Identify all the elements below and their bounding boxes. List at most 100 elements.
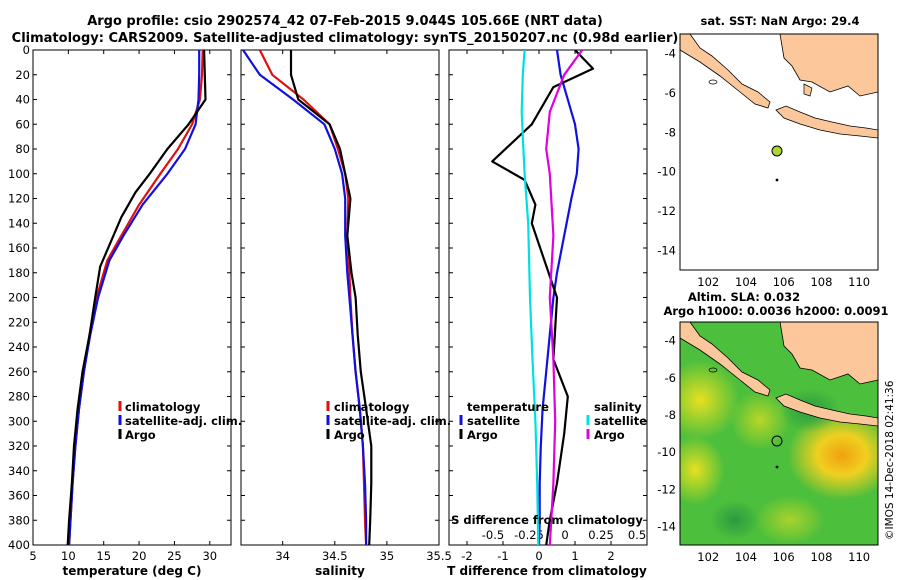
- argo-position-marker: [771, 145, 783, 157]
- y-tick-label: 140: [8, 216, 30, 230]
- legend-satellite-adj: satellite-adj. clim.: [334, 414, 451, 428]
- map-y-tick-label: -8: [665, 125, 676, 139]
- salinity-legend: climatology satellite-adj. clim. Argo: [326, 400, 451, 442]
- imos-credit: ©IMOS 14-Dec-2018 02:41:36: [884, 380, 896, 540]
- legend-argo: Argo: [334, 428, 365, 442]
- x-tick-label: 35.5: [426, 549, 452, 563]
- series-satellite-adj-clim-: [242, 50, 368, 545]
- series-temperature-argo: [491, 50, 595, 545]
- y-tick-label: 160: [8, 241, 30, 255]
- x-tick-label: 1: [571, 549, 578, 563]
- series-salinity-satellite: [520, 50, 540, 545]
- legend-salinity-title: salinity: [594, 400, 642, 414]
- x-tick-label: 34.5: [322, 549, 348, 563]
- x-tick-label: 35: [380, 549, 395, 563]
- series-argo: [66, 50, 207, 545]
- java-land: [775, 393, 878, 427]
- sst-map: [680, 34, 878, 270]
- kalimantan-land: [779, 34, 878, 97]
- series-temperature-satellite: [537, 50, 580, 545]
- x2-tick-label: -0.5: [482, 528, 504, 542]
- map-y-tick-label: -6: [665, 86, 676, 100]
- sla-map: [680, 322, 878, 545]
- map-y-tick-label: -4: [665, 47, 676, 61]
- x2-tick-label: -0.25: [514, 528, 544, 542]
- y-tick-label: 380: [8, 513, 30, 527]
- x2-tick-label: 0.5: [628, 528, 646, 542]
- map-y-tick-label: -8: [665, 408, 676, 422]
- difference-x2label: S difference from climatology: [451, 513, 643, 527]
- y-tick-label: 180: [8, 266, 30, 280]
- y-tick-label: 220: [8, 315, 30, 329]
- series-salinity-argo: [545, 50, 584, 545]
- y-tick-label: 360: [8, 489, 30, 503]
- y-tick-label: 240: [8, 340, 30, 354]
- temperature-legend: climatology satellite-adj. clim. Argo: [118, 400, 242, 442]
- legend-t-argo: Argo: [467, 428, 498, 442]
- series-argo: [289, 50, 373, 545]
- x-tick-label: 20: [132, 549, 147, 563]
- map-x-tick-label: 110: [848, 550, 870, 564]
- map-y-tick-label: -6: [665, 371, 676, 385]
- map-x-tick-label: 106: [773, 550, 795, 564]
- difference-xlabel: T difference from climatology: [447, 564, 647, 578]
- map-y-tick-label: -4: [665, 334, 676, 348]
- sumatra-land: [680, 322, 771, 397]
- map-x-tick-label: 108: [810, 275, 832, 289]
- legend-climatology: climatology: [125, 400, 201, 414]
- x-tick-label: -1: [497, 549, 508, 563]
- salinity-plot-frame: [240, 49, 440, 546]
- map-x-tick-label: 106: [773, 275, 795, 289]
- sla-map-subtitle: Argo h1000: 0.0036 h2000: 0.0091: [663, 304, 888, 318]
- map-y-tick-label: -10: [657, 445, 676, 459]
- map-x-tick-label: 108: [810, 550, 832, 564]
- map-x-tick-label: 104: [735, 550, 757, 564]
- map-x-tick-label: 110: [848, 275, 870, 289]
- difference-legend: temperature satellite Argo salinity sate…: [459, 400, 647, 442]
- sla-map-title: Altim. SLA: 0.032: [688, 290, 800, 304]
- x-tick-label: 25: [167, 549, 182, 563]
- y-tick-label: 120: [8, 192, 30, 206]
- map-y-tick-label: -14: [657, 519, 676, 533]
- sumatra-land: [680, 34, 771, 109]
- argo-position-marker: [771, 435, 783, 447]
- y-tick-label: 340: [8, 464, 30, 478]
- map-y-tick-label: -12: [657, 204, 676, 218]
- y-tick-label: 60: [15, 117, 30, 131]
- x-tick-label: -2: [461, 549, 472, 563]
- y-tick-label: 0: [23, 43, 30, 57]
- sst-map-frame: [679, 33, 879, 271]
- sla-map-frame: [679, 321, 879, 546]
- x-tick-label: 2: [607, 549, 614, 563]
- y-tick-label: 20: [15, 68, 30, 82]
- map-x-tick-label: 104: [735, 275, 757, 289]
- x-tick-label: 10: [61, 549, 76, 563]
- y-tick-label: 40: [15, 93, 30, 107]
- title-line-2: Climatology: CARS2009. Satellite-adjuste…: [12, 31, 679, 46]
- map-x-tick-label: 102: [697, 275, 719, 289]
- temperature-xlabel: temperature (deg C): [63, 564, 202, 578]
- y-tick-label: 100: [8, 167, 30, 181]
- y-tick-label: 80: [15, 142, 30, 156]
- salinity-xlabel: salinity: [315, 564, 365, 578]
- y-tick-label: 280: [8, 390, 30, 404]
- title-line-1: Argo profile: csio 2902574_42 07-Feb-201…: [87, 14, 603, 29]
- x2-tick-label: 0: [561, 528, 568, 542]
- legend-argo: Argo: [125, 428, 156, 442]
- sst-map-title: sat. SST: NaN Argo: 29.4: [700, 14, 859, 28]
- x-tick-label: 30: [202, 549, 217, 563]
- y-tick-label: 400: [8, 538, 30, 552]
- kalimantan-land: [779, 322, 878, 385]
- legend-s-satellite: satellite: [594, 414, 647, 428]
- temperature-plot-frame: [32, 49, 232, 546]
- map-x-tick-label: 102: [697, 550, 719, 564]
- y-tick-label: 320: [8, 439, 30, 453]
- y-tick-label: 200: [8, 291, 30, 305]
- map-y-tick-label: -14: [657, 243, 676, 257]
- legend-satellite-adj: satellite-adj. clim.: [125, 414, 242, 428]
- legend-s-argo: Argo: [594, 428, 625, 442]
- series-satellite-adj-clim-: [68, 50, 201, 545]
- legend-climatology: climatology: [334, 400, 410, 414]
- x-tick-label: 5: [29, 549, 36, 563]
